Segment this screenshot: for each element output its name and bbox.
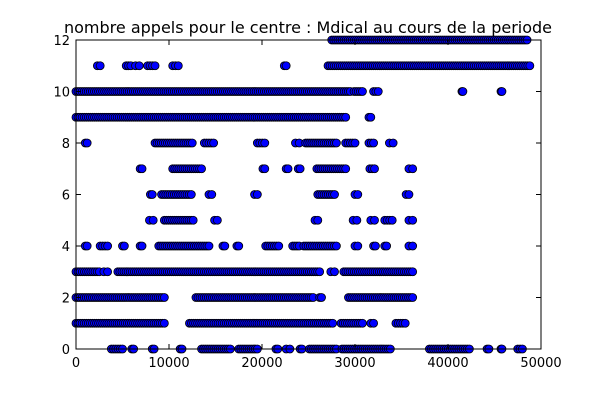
x-tick-label: 0 — [72, 356, 80, 371]
data-point — [328, 318, 338, 328]
data-point — [260, 164, 270, 174]
data-point — [315, 267, 325, 277]
x-tick-label: 50000 — [520, 356, 561, 371]
data-point — [352, 215, 362, 225]
points-layer — [71, 35, 535, 354]
data-point — [150, 61, 160, 71]
data-point — [252, 190, 262, 199]
data-point — [371, 241, 380, 251]
data-point — [187, 138, 197, 148]
data-point — [373, 87, 383, 96]
data-point — [353, 190, 363, 199]
data-point — [341, 112, 351, 122]
data-point — [408, 267, 418, 277]
data-point — [119, 241, 129, 251]
data-point — [234, 241, 244, 251]
data-point — [388, 138, 398, 148]
data-point — [134, 61, 144, 71]
y-tick-label: 10 — [53, 86, 70, 101]
data-point — [283, 164, 293, 174]
x-axis: 0 10000 20000 30000 40000 50000 — [72, 40, 562, 371]
y-axis: 0 2 4 6 8 10 12 — [53, 34, 541, 358]
data-point — [137, 241, 147, 251]
data-point — [370, 164, 379, 174]
data-point — [103, 267, 113, 277]
y-tick-label: 6 — [62, 189, 70, 204]
data-point — [274, 241, 284, 251]
data-point — [408, 164, 418, 174]
data-point — [204, 241, 214, 251]
x-tick-label: 10000 — [148, 356, 189, 371]
data-point — [209, 138, 219, 148]
data-point — [317, 293, 326, 302]
data-point — [103, 241, 113, 251]
data-point — [207, 190, 217, 199]
data-point — [358, 318, 367, 328]
data-point — [159, 293, 169, 302]
data-point — [212, 215, 222, 225]
data-point — [173, 61, 183, 71]
y-tick-label: 2 — [62, 292, 70, 307]
data-point — [220, 241, 230, 251]
plot-frame — [75, 39, 542, 350]
data-point — [281, 61, 291, 71]
data-point — [387, 215, 397, 225]
data-point — [458, 87, 468, 96]
data-point — [353, 241, 363, 251]
x-tick-label: 40000 — [427, 356, 468, 371]
data-point — [408, 241, 418, 251]
data-point — [82, 241, 92, 251]
data-point — [408, 293, 418, 302]
data-point — [186, 190, 196, 199]
data-point — [341, 164, 351, 174]
data-point — [358, 87, 367, 96]
y-tick-label: 12 — [53, 34, 70, 49]
data-point — [330, 267, 339, 277]
x-tick-label: 30000 — [334, 356, 375, 371]
data-point — [188, 215, 198, 225]
data-point — [369, 138, 379, 148]
data-point — [497, 87, 507, 96]
data-point — [197, 164, 206, 174]
chart-title: nombre appels pour le centre : Mdical au… — [64, 18, 552, 37]
data-point — [350, 138, 360, 148]
data-point — [260, 138, 270, 148]
x-tick-label: 20000 — [241, 356, 282, 371]
data-point — [82, 138, 92, 148]
data-point — [313, 215, 323, 225]
data-point — [137, 164, 147, 174]
data-point — [404, 190, 414, 199]
data-point — [408, 215, 418, 225]
y-tick-label: 0 — [62, 343, 70, 358]
data-point — [369, 318, 379, 328]
data-point — [370, 215, 379, 225]
data-point — [525, 61, 535, 71]
data-point — [159, 318, 169, 328]
y-tick-label: 8 — [62, 137, 70, 152]
data-point — [331, 138, 341, 148]
data-point — [330, 190, 339, 199]
data-point — [382, 241, 392, 251]
data-point — [147, 190, 157, 199]
data-point — [95, 61, 105, 71]
y-tick-label: 4 — [62, 240, 70, 255]
data-point — [366, 112, 376, 122]
data-point — [400, 318, 410, 328]
data-point — [331, 241, 341, 251]
data-point — [148, 215, 158, 225]
data-point — [295, 164, 305, 174]
